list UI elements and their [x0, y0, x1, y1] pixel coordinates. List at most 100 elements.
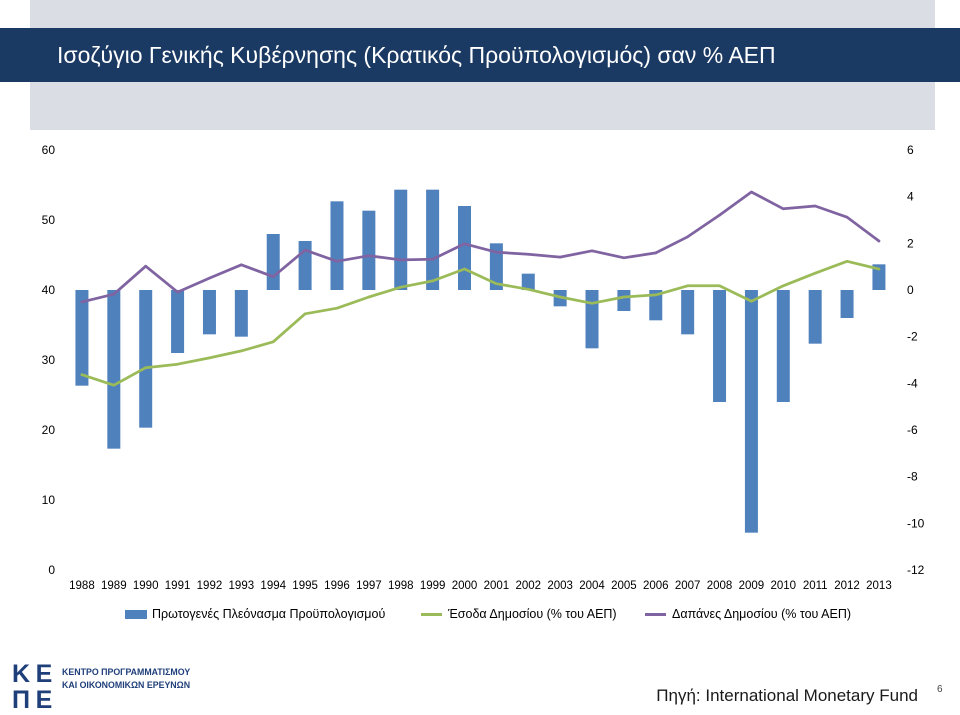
revenue-point-1990 [144, 366, 147, 370]
revenue-point-2005 [622, 295, 626, 299]
revenue-point-2008 [718, 284, 721, 288]
x-axis-tick-label: 2009 [739, 580, 765, 592]
logo-organization-name: ΚΕΝΤΡΟ ΠΡΟΓΡΑΜΜΑΤΙΣΜΟΥ ΚΑΙ ΟΙΚΟΝΟΜΙΚΩΝ Ε… [62, 666, 190, 692]
expenditure-point-1994 [271, 275, 275, 279]
revenue-point-2007 [686, 284, 689, 288]
revenue-point-1991 [176, 362, 179, 366]
x-axis-tick-label: 2008 [707, 580, 733, 592]
right-axis-tick-label: -12 [907, 563, 925, 577]
x-axis-tick-label: 1989 [101, 580, 127, 592]
revenue-point-1995 [303, 312, 307, 316]
x-axis-tick-label: 1995 [292, 580, 318, 592]
logo-letter: Ε [36, 686, 53, 710]
x-axis-tick-label: 1998 [388, 580, 414, 592]
legend-item-primary-surplus: Πρωτογενές Πλεόνασμα Προϋπολογισμού [125, 605, 385, 623]
primary-surplus-bar-1994 [266, 234, 280, 290]
x-axis-tick-label: 2011 [803, 580, 828, 592]
primary-surplus-bar-1990 [139, 290, 153, 428]
x-axis-tick-label: 2005 [611, 580, 637, 592]
revenue-point-1996 [335, 306, 339, 310]
revenue-point-1994 [271, 340, 275, 344]
revenue-point-1989 [112, 383, 116, 387]
expenditure-point-1995 [303, 248, 307, 252]
revenue-point-1998 [399, 285, 403, 289]
revenue-point-2000 [463, 267, 466, 271]
x-axis-tick-label: 2000 [452, 580, 478, 592]
primary-surplus-bar-2010 [776, 290, 790, 402]
legend-label-primary-surplus: Πρωτογενές Πλεόνασμα Προϋπολογισμού [152, 607, 386, 621]
right-axis-tick-label: -2 [907, 330, 918, 344]
right-axis-labels: -12 -10 -8 -6 -4 -2 0 2 4 6 [907, 143, 925, 577]
logo-name-line-1: ΚΕΝΤΡΟ ΠΡΟΓΡΑΜΜΑΤΙΣΜΟΥ [62, 667, 191, 677]
revenue-point-2001 [495, 282, 498, 286]
revenue-point-1988 [80, 373, 84, 377]
x-axis-tick-label: 2001 [484, 580, 510, 592]
revenue-series [80, 259, 881, 387]
right-axis-tick-label: -10 [907, 516, 925, 530]
x-axis-tick-label: 2013 [866, 580, 892, 592]
right-axis-tick-label: -8 [907, 470, 918, 484]
x-axis-tick-label: 2010 [771, 580, 797, 592]
x-axis-tick-label: 1992 [197, 580, 223, 592]
primary-surplus-bar-2001 [489, 243, 503, 290]
expenditure-point-1989 [112, 292, 116, 296]
logo-letter: Ε [36, 660, 53, 688]
primary-surplus-bar-2004 [585, 290, 599, 349]
primary-surplus-bar-1995 [298, 241, 312, 290]
expenditure-point-1990 [144, 264, 147, 268]
primary-surplus-bar-1997 [362, 210, 376, 290]
chart-legend: Πρωτογενές Πλεόνασμα Προϋπολογισμού Έσοδ… [0, 605, 960, 623]
x-axis-tick-label: 1988 [69, 580, 95, 592]
expenditure-point-2007 [686, 235, 689, 239]
x-axis-tick-label: 1994 [260, 580, 286, 592]
expenditure-point-1999 [431, 257, 434, 261]
right-axis-tick-label: 2 [907, 236, 914, 250]
right-axis-tick-label: -6 [907, 423, 918, 437]
x-axis-tick-label: 2006 [643, 580, 669, 592]
left-axis-tick-label: 30 [42, 353, 56, 367]
expenditure-point-2005 [622, 256, 626, 260]
x-axis-tick-label: 1996 [324, 580, 350, 592]
legend-item-expenditure: Δαπάνες Δημοσίου (% του ΑΕΠ) [645, 605, 851, 623]
expenditure-line [80, 190, 881, 304]
expenditure-point-1996 [335, 260, 339, 263]
primary-surplus-bar-1988 [75, 290, 89, 386]
legend-item-revenue: Έσοδα Δημοσίου (% του ΑΕΠ) [421, 605, 617, 623]
x-axis-tick-label: 1999 [420, 580, 446, 592]
expenditure-point-2011 [813, 204, 817, 208]
left-axis-tick-label: 10 [42, 493, 56, 507]
revenue-point-2006 [654, 293, 658, 297]
expenditure-point-1997 [367, 254, 371, 257]
expenditure-point-2001 [495, 250, 498, 254]
expenditure-point-1992 [208, 276, 211, 280]
revenue-point-2002 [526, 288, 530, 291]
right-axis-tick-label: 4 [907, 190, 914, 204]
revenue-point-2003 [558, 295, 562, 299]
revenue-point-2004 [590, 302, 594, 305]
legend-swatch-expenditure [645, 612, 666, 616]
page-number: 6 [937, 684, 943, 695]
logo-letter: Π [12, 686, 30, 710]
logo-name-line-2: ΚΑΙ ΟΙΚΟΝΟΜΙΚΩΝ ΕΡΕΥΝΩΝ [62, 680, 191, 690]
revenue-point-2009 [750, 299, 753, 303]
expenditure-point-2000 [463, 242, 466, 246]
primary-surplus-bar-2007 [681, 290, 695, 335]
primary-surplus-bar-2005 [617, 290, 631, 311]
legend-label-expenditure: Δαπάνες Δημοσίου (% του ΑΕΠ) [672, 607, 852, 621]
slide-title: Ισοζύγιο Γενικής Κυβέρνησης (Κρατικός Πρ… [57, 42, 776, 68]
primary-surplus-bar-1998 [394, 189, 408, 290]
expenditure-point-2013 [877, 239, 881, 243]
x-axis-tick-label: 2003 [547, 580, 573, 592]
revenue-point-1993 [240, 349, 243, 353]
primary-surplus-bar-2013 [872, 264, 886, 290]
primary-surplus-bar-2008 [713, 290, 727, 402]
primary-surplus-bar-2011 [808, 290, 822, 344]
expenditure-point-2003 [558, 255, 562, 259]
revenue-point-1999 [431, 279, 434, 283]
primary-surplus-bar-1991 [171, 290, 185, 353]
revenue-point-2013 [877, 267, 881, 271]
x-axis-tick-label: 2007 [675, 580, 701, 592]
primary-surplus-bar-2009 [744, 290, 758, 533]
expenditure-point-2009 [750, 190, 753, 194]
